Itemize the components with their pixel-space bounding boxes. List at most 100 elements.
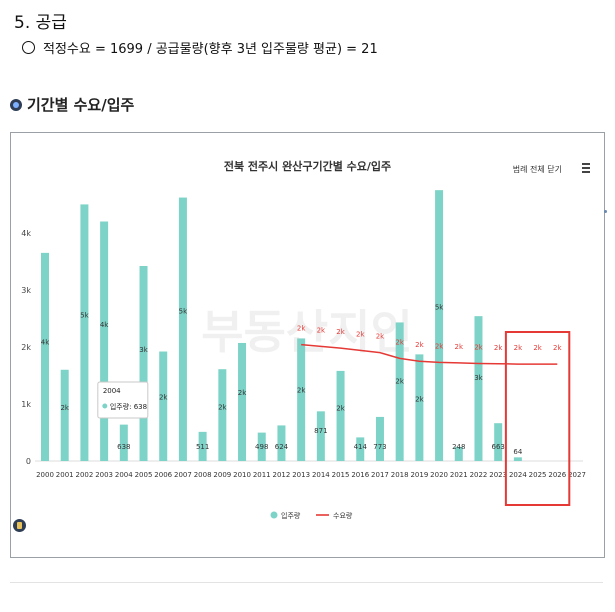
tooltip-value: 입주량: 638	[110, 403, 147, 411]
y-tick-label: 1k	[21, 400, 31, 409]
bar	[198, 431, 207, 461]
legend-label-demand: 수요량	[333, 512, 353, 520]
bar-value-label: 498	[255, 443, 268, 451]
bar-value-label: 3k	[474, 374, 483, 382]
x-tick-label: 2009	[213, 471, 231, 479]
x-tick-label: 2007	[174, 471, 192, 479]
demand-value-label: 2k	[435, 342, 444, 350]
tooltip-marker	[102, 403, 108, 409]
demand-value-label: 2k	[514, 344, 523, 352]
circle-bullet-icon	[22, 41, 35, 54]
demand-value-label: 2k	[455, 343, 464, 351]
bar	[474, 316, 483, 461]
x-tick-label: 2025	[529, 471, 547, 479]
bar	[60, 369, 69, 461]
bar-value-label: 871	[314, 427, 327, 435]
demand-value-label: 2k	[376, 333, 385, 341]
x-tick-label: 2013	[292, 471, 310, 479]
chart-panel: 전북 전주시 완산구기간별 수요/입주 범례 전체 닫기 0 1k 2k 3k 4k 부동…	[10, 132, 605, 558]
x-tick-label: 2006	[154, 471, 172, 479]
x-tick-label: 2011	[253, 471, 271, 479]
app-badge-icon	[13, 519, 26, 532]
bar	[139, 265, 148, 461]
tooltip-year: 2004	[103, 387, 121, 395]
x-tick-label: 2026	[548, 471, 566, 479]
bar-value-label: 624	[275, 443, 289, 451]
x-tick-label: 2024	[509, 471, 527, 479]
bar	[336, 370, 345, 461]
supply-summary: 적정수요 = 1699 / 공급물량(향후 3년 입주물량 평균) = 21	[22, 38, 378, 57]
x-tick-label: 2010	[233, 471, 251, 479]
demand-value-label: 2k	[356, 330, 365, 338]
bar	[100, 221, 109, 461]
legend-marker-supply	[270, 511, 278, 519]
x-tick-label: 2012	[273, 471, 291, 479]
y-tick-label: 4k	[21, 229, 31, 238]
chart-menu-icon[interactable]	[582, 163, 590, 173]
bar-value-label: 5k	[435, 303, 444, 311]
bar-value-label: 2k	[336, 405, 345, 413]
divider	[10, 582, 603, 583]
bar-value-label: 638	[117, 443, 130, 451]
bar	[238, 342, 247, 461]
watermark: 부동산지인	[201, 305, 413, 359]
demand-value-label: 2k	[533, 344, 542, 352]
x-tick-label: 2005	[135, 471, 153, 479]
bar-value-label: 2k	[159, 394, 168, 402]
bar-value-label: 5k	[179, 307, 188, 315]
bar-value-label: 4k	[41, 338, 50, 346]
y-tick-label: 3k	[21, 286, 31, 295]
x-tick-label: 2003	[95, 471, 113, 479]
demand-value-label: 2k	[553, 344, 562, 352]
chart-plot: 0 1k 2k 3k 4k 부동산지인 4k 2k 5k 4k 638 3k 2k 5k 511 2k 2k 49…	[21, 190, 586, 520]
bar	[494, 423, 503, 461]
bar	[119, 424, 128, 461]
demand-value-label: 2k	[297, 325, 306, 333]
demand-value-label: 2k	[336, 328, 345, 336]
bar-value-label: 2k	[395, 377, 404, 385]
x-tick-label: 2020	[430, 471, 448, 479]
x-tick-label: 2023	[489, 471, 507, 479]
demand-line	[301, 343, 558, 365]
x-tick-label: 2000	[36, 471, 54, 479]
bar-value-label: 511	[196, 443, 209, 451]
bar-value-label: 2k	[415, 395, 424, 403]
bar	[178, 197, 187, 461]
x-tick-label: 2004	[115, 471, 133, 479]
bar	[513, 457, 522, 461]
x-tick-label: 2027	[568, 471, 586, 479]
bar-value-label: 2k	[60, 404, 69, 412]
scroll-indicator	[604, 210, 607, 213]
bar	[435, 190, 444, 462]
bar-value-label: 64	[513, 448, 522, 456]
bar	[80, 204, 89, 461]
x-tick-label: 2001	[56, 471, 74, 479]
x-tick-label: 2014	[312, 471, 330, 479]
bar	[297, 338, 306, 461]
section-title-text: 기간별 수요/입주	[27, 96, 135, 114]
demand-value-label: 2k	[317, 326, 326, 334]
bar	[454, 446, 463, 461]
bar-value-label: 663	[491, 443, 504, 451]
bar-value-label: 5k	[80, 311, 89, 319]
chart-title: 전북 전주시 완산구기간별 수요/입주	[223, 160, 392, 173]
bar	[218, 369, 227, 461]
bar	[41, 252, 49, 461]
bar-value-label: 4k	[100, 321, 109, 329]
x-tick-label: 2019	[410, 471, 428, 479]
legend-toggle-button[interactable]: 범례 전체 닫기	[512, 165, 562, 174]
bar	[375, 416, 384, 461]
demand-value-label: 2k	[494, 344, 503, 352]
bar	[316, 411, 325, 461]
bar-value-label: 773	[373, 443, 386, 451]
tooltip-box	[97, 381, 149, 419]
bar	[395, 322, 404, 461]
bar	[257, 432, 266, 461]
x-tick-label: 2015	[332, 471, 350, 479]
demand-value-label: 2k	[415, 341, 424, 349]
demand-value-label: 2k	[474, 343, 483, 351]
x-tick-label: 2021	[450, 471, 468, 479]
section-title: 기간별 수요/입주	[10, 94, 134, 115]
x-tick-label: 2018	[391, 471, 409, 479]
bar	[415, 354, 424, 461]
